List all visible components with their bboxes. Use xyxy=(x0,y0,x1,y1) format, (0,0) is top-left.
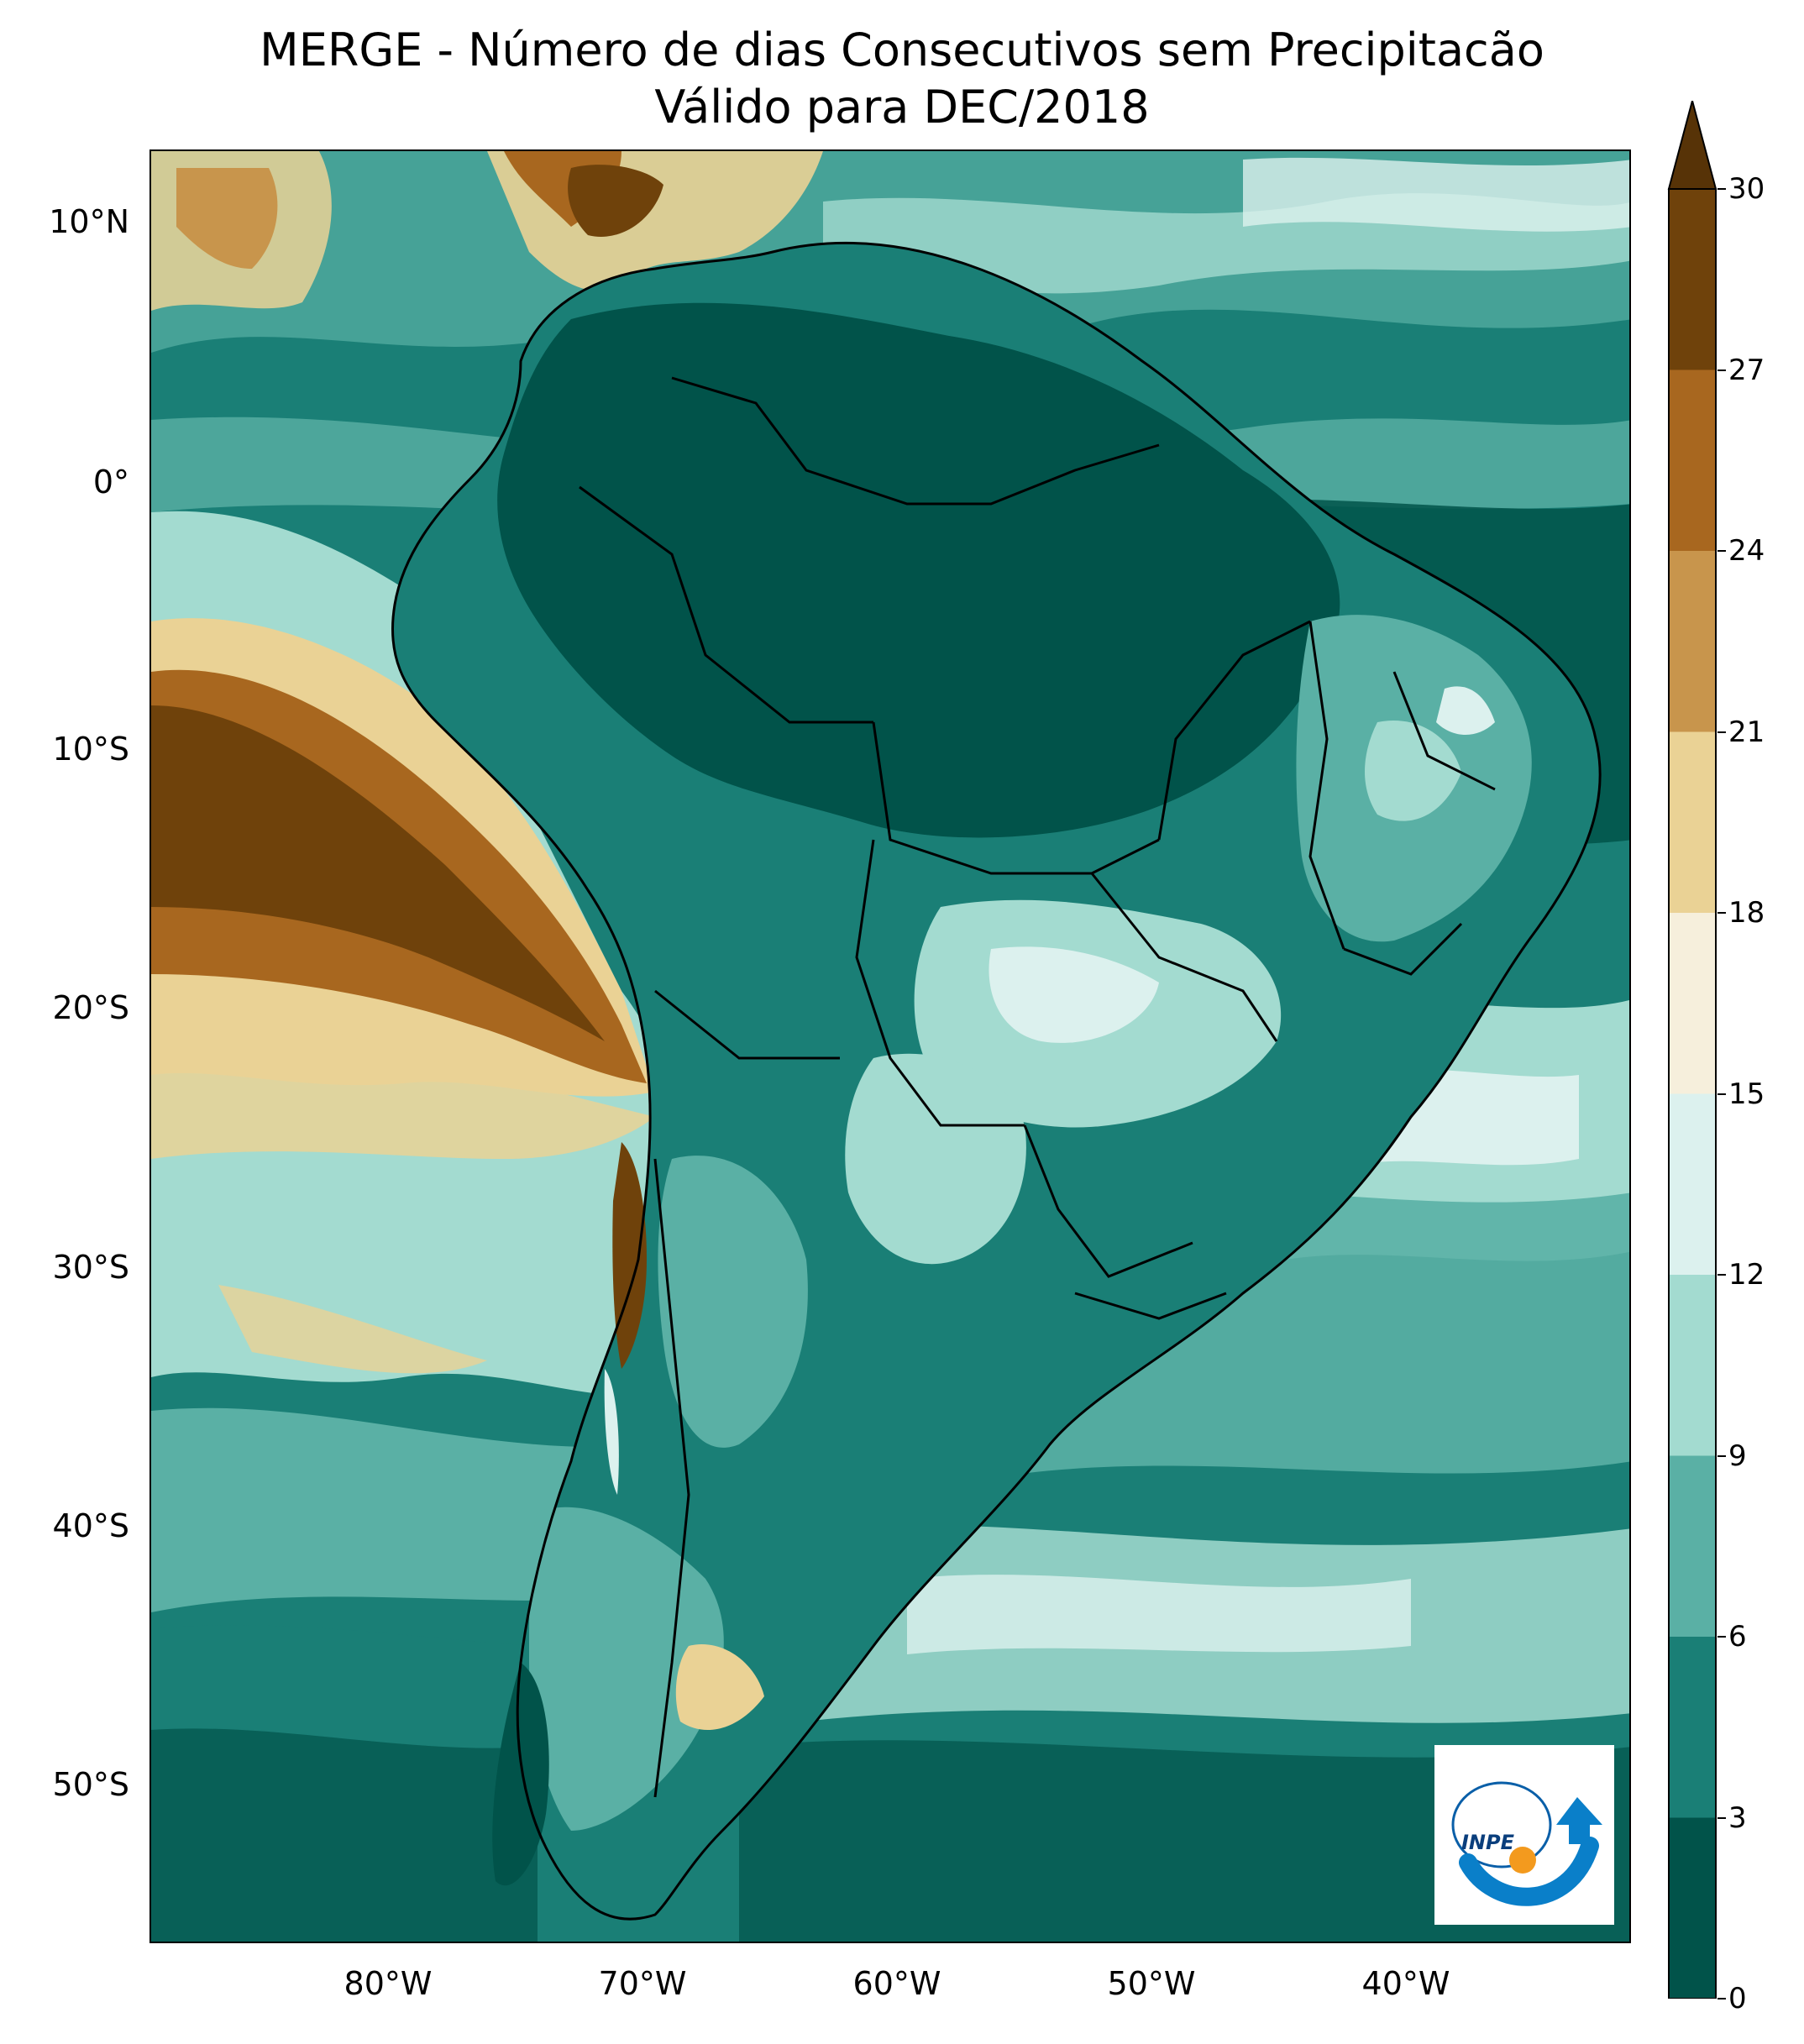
lon-tick-label: 40°W xyxy=(1322,1965,1490,2002)
lon-tick-label: 80°W xyxy=(304,1965,472,2002)
colorbar-bin xyxy=(1669,1275,1716,1456)
lat-tick-label: 40°S xyxy=(12,1507,129,1544)
colorbar-tick-label: 6 xyxy=(1728,1620,1747,1654)
colorbar-bin xyxy=(1669,913,1716,1094)
lon-tick-label: 60°W xyxy=(813,1965,981,2002)
colorbar-tick-mark xyxy=(1717,731,1726,733)
lat-tick-label: 10°N xyxy=(12,203,129,240)
lat-tick-label: 50°S xyxy=(12,1766,129,1803)
colorbar-tick-label: 21 xyxy=(1728,715,1765,749)
colorbar-tick-mark xyxy=(1717,1093,1726,1095)
colorbar-bin xyxy=(1669,370,1716,552)
colorbar-tick-mark xyxy=(1717,1817,1726,1819)
colorbar-tick-mark xyxy=(1717,1636,1726,1638)
precipitation-map xyxy=(151,151,1631,1943)
colorbar-tick-label: 15 xyxy=(1728,1077,1765,1111)
colorbar-tick-label: 30 xyxy=(1728,172,1765,206)
lat-tick-label: 10°S xyxy=(12,731,129,768)
colorbar-tick-label: 27 xyxy=(1728,354,1765,387)
colorbar-tick-mark xyxy=(1717,912,1726,914)
colorbar-tick-mark xyxy=(1717,1455,1726,1457)
colorbar-bin xyxy=(1669,1094,1716,1276)
lat-tick-label: 20°S xyxy=(12,989,129,1026)
map-title: MERGE - Número de dias Consecutivos sem … xyxy=(0,25,1804,76)
svg-text:INPE: INPE xyxy=(1461,1831,1515,1854)
map-area xyxy=(149,149,1631,1943)
colorbar-bins xyxy=(1669,189,1716,1999)
colorbar-bin xyxy=(1669,732,1716,914)
colorbar-bin xyxy=(1669,1637,1716,1818)
colorbar xyxy=(1667,101,1717,1999)
map-subtitle: Válido para DEC/2018 xyxy=(0,82,1804,133)
colorbar-bin xyxy=(1669,189,1716,370)
lon-tick-label: 50°W xyxy=(1067,1965,1235,2002)
colorbar-tick-mark xyxy=(1717,1274,1726,1276)
colorbar-tick-label: 18 xyxy=(1728,896,1765,930)
colorbar-tick-mark xyxy=(1717,188,1726,190)
colorbar-bin xyxy=(1669,551,1716,732)
colorbar-tick-mark xyxy=(1717,550,1726,552)
colorbar-extend-arrow xyxy=(1669,101,1716,189)
colorbar-tick-label: 0 xyxy=(1728,1982,1747,2015)
inpe-logo: INPE xyxy=(1434,1745,1614,1925)
colorbar-bin xyxy=(1669,1818,1716,1999)
colorbar-tick-label: 3 xyxy=(1728,1801,1747,1835)
colorbar-tick-mark xyxy=(1717,1998,1726,1999)
lon-tick-label: 70°W xyxy=(559,1965,726,2002)
colorbar-tick-mark xyxy=(1717,369,1726,371)
colorbar-tick-label: 24 xyxy=(1728,534,1765,568)
colorbar-tick-label: 9 xyxy=(1728,1439,1747,1473)
colorbar-tick-label: 12 xyxy=(1728,1258,1765,1292)
lat-tick-label: 0° xyxy=(12,464,129,501)
arrow-up-icon xyxy=(1556,1797,1602,1844)
lat-tick-label: 30°S xyxy=(12,1249,129,1286)
colorbar-bin xyxy=(1669,1456,1716,1638)
